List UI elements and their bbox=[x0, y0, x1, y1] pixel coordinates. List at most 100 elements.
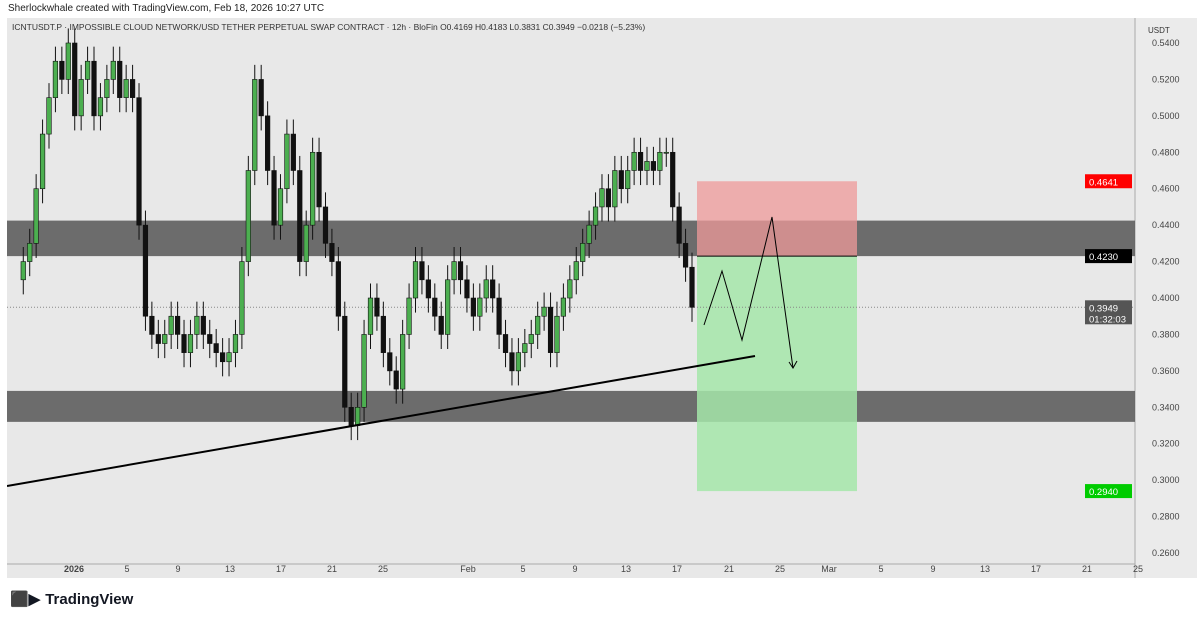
x-tick-label: 17 bbox=[1031, 564, 1041, 574]
candle-body bbox=[490, 279, 496, 299]
y-tick-label: 0.3800 bbox=[1152, 329, 1180, 339]
y-tick-label: 0.4800 bbox=[1152, 147, 1180, 157]
candle-body bbox=[310, 151, 316, 226]
last-price-label-bg bbox=[1085, 300, 1132, 325]
x-tick-label: 5 bbox=[520, 564, 525, 574]
x-tick-label: 5 bbox=[124, 564, 129, 574]
candle-body bbox=[400, 334, 406, 390]
candle-body bbox=[277, 188, 284, 226]
candle-body bbox=[187, 334, 194, 353]
candle-body bbox=[20, 261, 26, 281]
candle-body bbox=[592, 206, 599, 226]
y-tick-label: 0.5000 bbox=[1152, 111, 1180, 121]
arrow-icon bbox=[788, 360, 798, 369]
candle-body bbox=[689, 266, 695, 308]
entry-price-label: 0.4230 bbox=[1089, 252, 1118, 263]
candle-body bbox=[303, 224, 309, 262]
x-tick-label: 9 bbox=[572, 564, 577, 574]
y-tick-label: 0.3200 bbox=[1152, 439, 1180, 449]
x-tick-label: 25 bbox=[378, 564, 388, 574]
candle-body bbox=[97, 97, 104, 117]
stop-price-label-bg bbox=[1085, 174, 1132, 189]
trendline bbox=[6, 355, 756, 487]
stop-loss-zone bbox=[697, 181, 857, 257]
tv-icon: ⬛▶ bbox=[10, 591, 41, 608]
candle-body bbox=[637, 151, 644, 171]
candle-body bbox=[528, 334, 534, 344]
candle-body bbox=[605, 188, 612, 208]
x-tick-label: 21 bbox=[724, 564, 734, 574]
y-tick-label: 0.3400 bbox=[1152, 402, 1180, 412]
candle-body bbox=[535, 315, 541, 335]
candle-body bbox=[59, 60, 65, 80]
candle-body bbox=[149, 315, 155, 335]
x-tick-label: 2026 bbox=[64, 564, 84, 574]
projected-path bbox=[703, 216, 794, 369]
candle-body bbox=[425, 279, 431, 299]
candle-body bbox=[470, 297, 476, 317]
x-tick-label: Mar bbox=[821, 564, 837, 574]
candle-body bbox=[110, 60, 116, 80]
candle-body bbox=[547, 306, 554, 353]
x-tick-label: 9 bbox=[175, 564, 180, 574]
chart-area[interactable]: USDT 0.5400 0.5200 0.5000 0.4800 0.4600 0.4400… bbox=[6, 18, 1197, 578]
candle-body bbox=[676, 206, 682, 244]
candle-body bbox=[155, 334, 161, 344]
y-tick-label: 0.3000 bbox=[1152, 475, 1180, 485]
x-tick-label: 5 bbox=[878, 564, 883, 574]
chart-credit: Sherlockwhale created with TradingView.c… bbox=[8, 3, 325, 14]
candle-body bbox=[419, 261, 425, 281]
candle-body bbox=[297, 170, 303, 262]
candle-body bbox=[663, 151, 669, 154]
candle-body bbox=[374, 297, 380, 317]
x-tick-label: 9 bbox=[930, 564, 935, 574]
symbol-legend: ICNTUSDT.P · IMPOSSIBLE CLOUD NETWORK/US… bbox=[12, 22, 646, 32]
candle-body bbox=[78, 79, 84, 117]
candle-body bbox=[412, 261, 419, 299]
candle-body bbox=[129, 79, 136, 98]
candle-body bbox=[348, 406, 354, 426]
candle-body bbox=[554, 315, 560, 353]
candle-body bbox=[464, 279, 470, 299]
candle-body bbox=[265, 115, 271, 171]
candle-body bbox=[560, 297, 566, 317]
candle-body bbox=[432, 297, 438, 317]
support-resistance-zone bbox=[7, 390, 1135, 422]
y-tick-label: 0.2600 bbox=[1152, 548, 1180, 558]
candle-body bbox=[104, 79, 110, 98]
x-tick-label: 25 bbox=[775, 564, 785, 574]
target-price-label-bg bbox=[1085, 484, 1132, 499]
price-axis bbox=[1135, 18, 1197, 578]
candle-body bbox=[599, 188, 605, 208]
candle-body bbox=[406, 297, 412, 335]
candle-body bbox=[682, 243, 689, 268]
candle-body bbox=[586, 224, 592, 244]
logo-text: TradingView bbox=[45, 590, 134, 608]
candle-body bbox=[39, 133, 46, 190]
y-tick-label: 0.5200 bbox=[1152, 74, 1180, 84]
candle-body bbox=[612, 170, 618, 208]
candle-body bbox=[117, 60, 123, 98]
support-resistance-zone bbox=[7, 220, 1135, 257]
candle-body bbox=[33, 188, 39, 244]
candle-body bbox=[515, 352, 521, 372]
candle-body bbox=[509, 352, 515, 372]
candle-body bbox=[477, 297, 483, 317]
candle-body bbox=[670, 151, 676, 208]
candle-body bbox=[91, 60, 97, 117]
tradingview-logo: ⬛▶ TradingView bbox=[10, 590, 134, 609]
candle-body bbox=[168, 315, 174, 335]
price-chart[interactable]: USDT 0.5400 0.5200 0.5000 0.4800 0.4600 0.4400… bbox=[6, 18, 1197, 578]
candle-body bbox=[239, 261, 245, 335]
candle-body bbox=[567, 279, 573, 299]
candle-body bbox=[355, 406, 361, 426]
x-tick-label: 17 bbox=[276, 564, 286, 574]
candle-body bbox=[284, 133, 290, 190]
y-tick-label: 0.2800 bbox=[1152, 512, 1180, 522]
candle-body bbox=[618, 170, 624, 190]
candle-body bbox=[580, 243, 586, 262]
candle-body bbox=[123, 79, 129, 98]
candle-body bbox=[252, 79, 258, 171]
candle-body bbox=[213, 343, 219, 353]
candle-body bbox=[342, 315, 348, 408]
